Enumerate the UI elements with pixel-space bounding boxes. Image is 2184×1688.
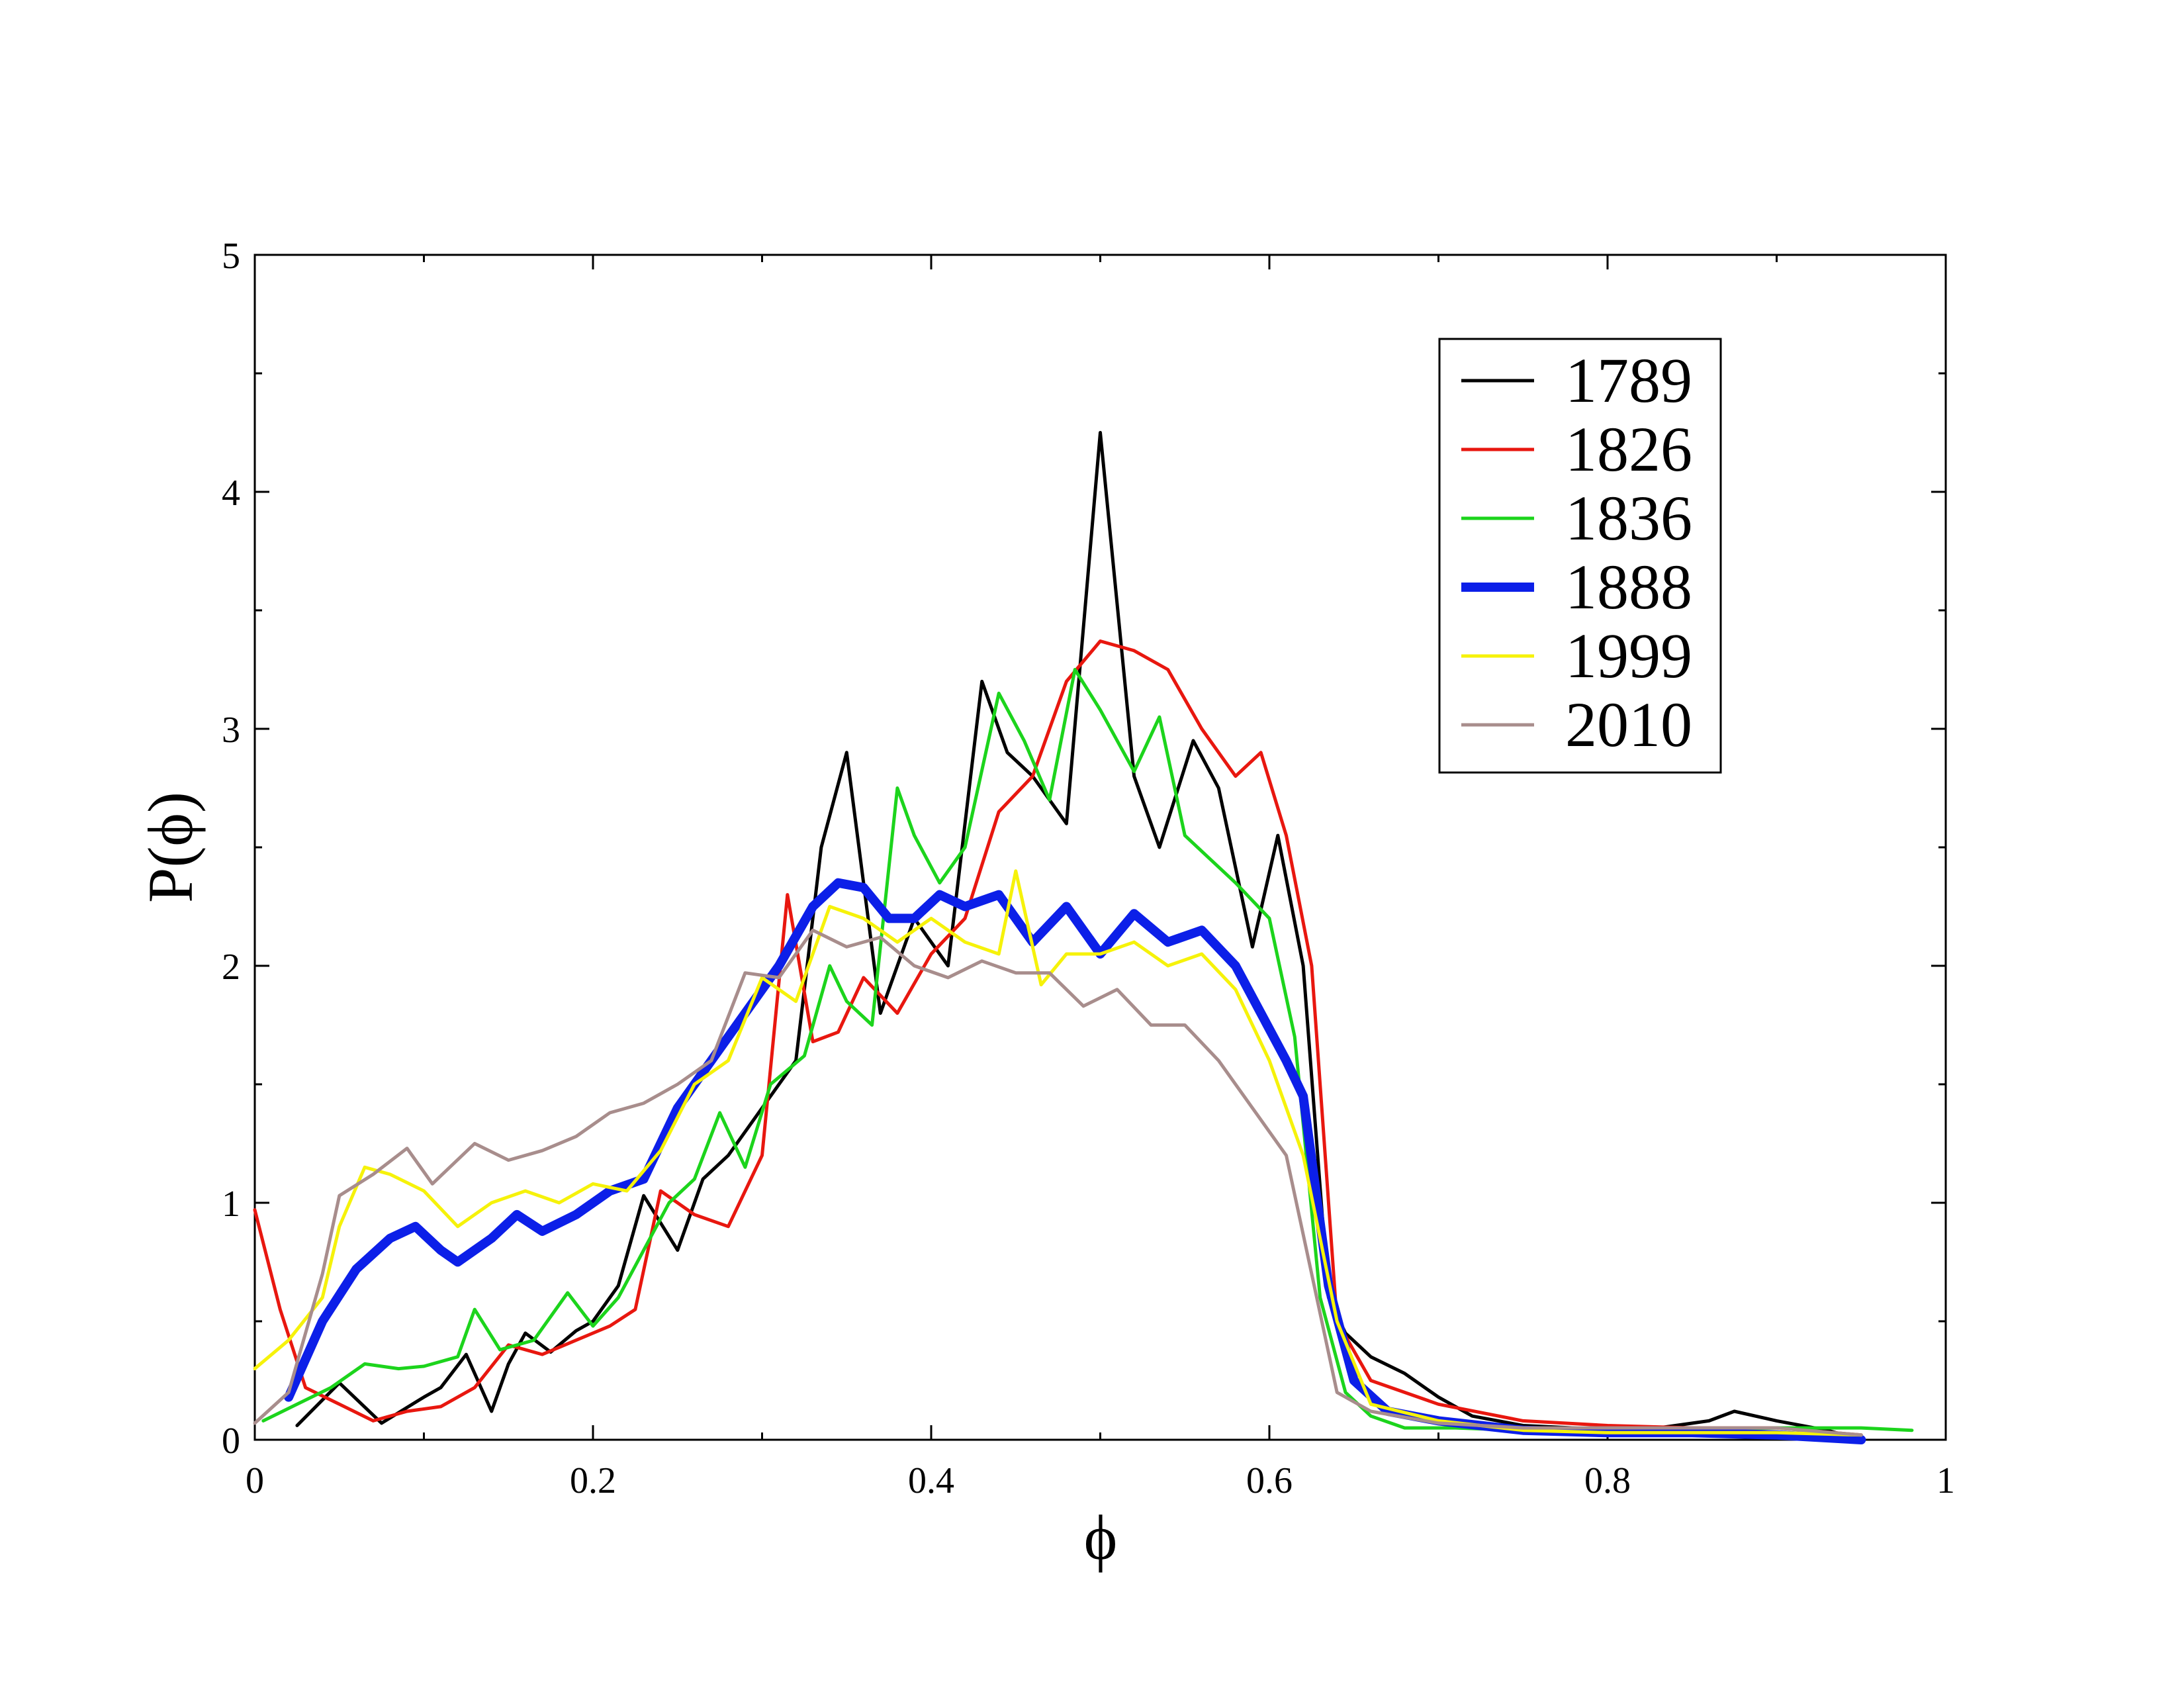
legend-box [1438,338,1722,774]
axis-ticks [253,254,1947,1441]
legend-label: 1826 [1565,414,1692,485]
y-tick-label: 1 [222,1184,240,1225]
x-tick-label: 0 [246,1460,264,1501]
y-tick-label: 3 [222,710,240,751]
x-tick-label: 0.8 [1584,1460,1631,1501]
x-tick-label: 0.6 [1246,1460,1293,1501]
x-tick-label: 0.4 [908,1460,954,1501]
series-lines [253,431,1914,1444]
series-line-1836 [261,668,1914,1432]
y-tick-label: 2 [222,947,240,988]
tick-labels: 0 0.2 0.4 0.6 0.8 1 0 1 2 3 4 5 [222,236,1955,1501]
legend-label: 1999 [1565,620,1692,691]
series-line-1999 [253,869,1863,1437]
x-axis-label: ϕ [1084,1502,1118,1573]
x-tick-label: 1 [1936,1460,1955,1501]
x-tick-label: 0.2 [570,1460,616,1501]
y-axis-label: P(ϕ) [135,792,206,903]
y-tick-label: 4 [222,473,240,514]
legend-label: 1836 [1565,483,1692,553]
series-line-2010 [253,928,1863,1437]
legend-label: 1888 [1565,551,1692,622]
series-line-1888 [284,878,1866,1444]
legend-label: 1789 [1565,345,1692,416]
y-tick-label: 5 [222,236,240,277]
legend-label: 2010 [1565,689,1692,760]
y-tick-label: 0 [222,1421,240,1462]
